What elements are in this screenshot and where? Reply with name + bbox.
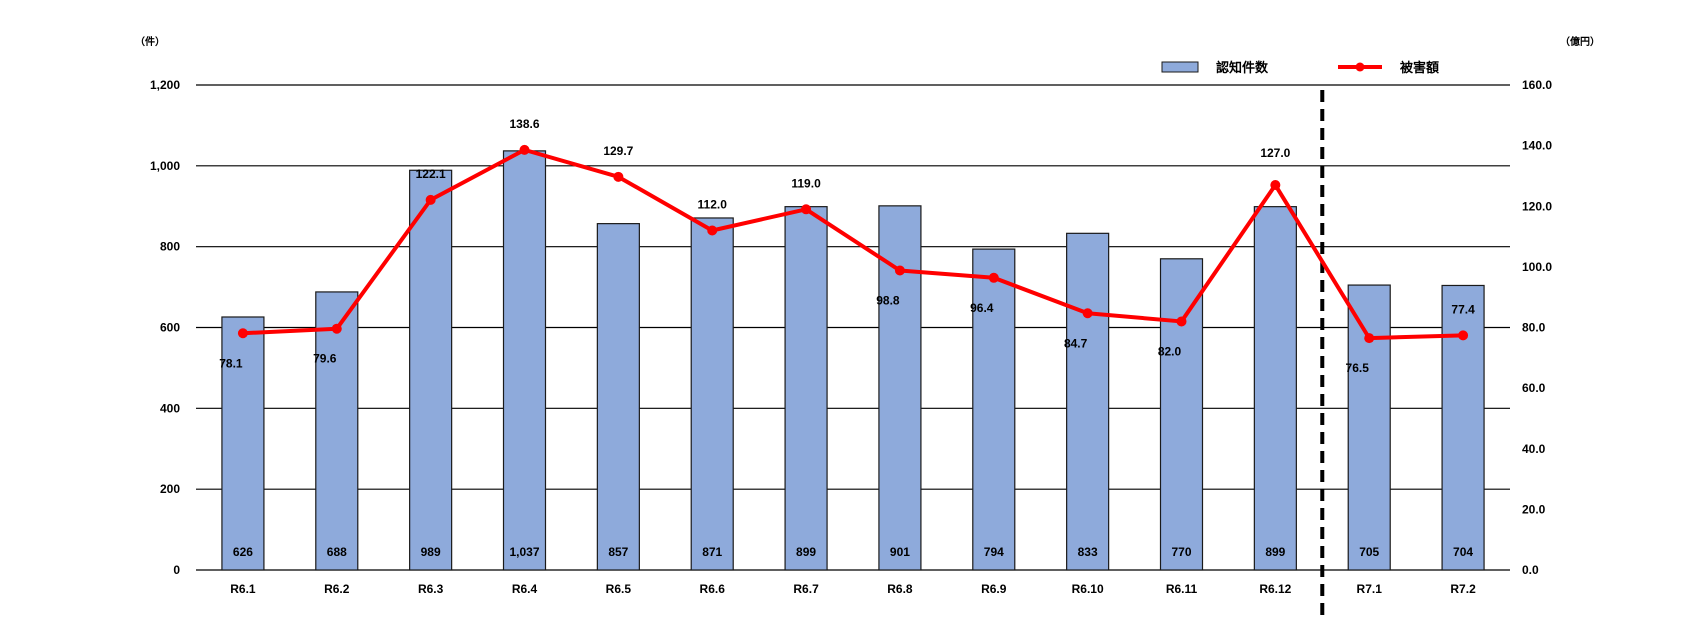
bar-value-label: 1,037 [509,545,539,559]
legend-line-label: 被害額 [1399,60,1439,75]
right-axis-tick-label: 40.0 [1522,442,1546,456]
line-point [1270,180,1281,191]
line-value-label: 76.5 [1346,361,1370,375]
legend-bar-swatch [1161,61,1199,73]
left-axis-tick-label: 800 [160,240,180,254]
bar [1159,258,1204,571]
right-axis-tick-label: 0.0 [1522,563,1539,577]
bar-series-認知件数: 626 688 989 1,037 857 871 899 901 794 833 770 899 70… [221,150,1485,571]
left-axis-tick-label: 400 [160,401,180,415]
line-value-label: 84.7 [1064,336,1088,350]
legend: 認知件数 被害額 [1161,60,1439,75]
gridlines [196,84,1510,571]
right-axis-tick-label: 60.0 [1522,381,1546,395]
bar [1066,232,1110,571]
left-axis-tick-label: 1,200 [150,78,180,92]
right-axis-tick-label: 140.0 [1522,139,1552,153]
line-point [1176,316,1187,327]
bar-value-label: 833 [1078,545,1098,559]
x-axis-tick-label: R6.10 [1072,582,1104,596]
bar [1347,284,1391,571]
line-value-label: 82.0 [1158,344,1182,358]
line-point [1458,330,1469,341]
line-point [707,225,718,236]
x-axis-tick-label: R6.6 [700,582,726,596]
bar-value-label: 794 [984,545,1004,559]
legend-line-marker [1355,62,1365,72]
bar-value-label: 899 [1265,545,1285,559]
line-value-label: 112.0 [698,198,728,212]
line-point [613,171,624,182]
bar [1441,284,1485,571]
bar-value-label: 704 [1453,545,1473,559]
x-axis-tick-label: R6.7 [793,582,819,596]
bar [221,316,265,571]
x-axis-tick-label: R6.2 [324,582,350,596]
line-point [1364,333,1375,344]
line-point [988,272,999,283]
line-value-label: 98.8 [876,294,900,308]
right-axis-tick-label: 80.0 [1522,321,1546,335]
bar [596,223,640,571]
line-point [1082,308,1093,319]
line-value-label: 77.4 [1451,302,1475,316]
right-axis-tick-label: 160.0 [1522,78,1552,92]
left-axis-tick-label: 1,000 [150,159,180,173]
right-axis-tick-label: 120.0 [1522,199,1552,213]
bar-value-label: 989 [421,545,441,559]
bar [972,248,1016,571]
line-point [425,194,436,205]
bar-value-label: 857 [608,545,628,559]
bar [690,217,734,571]
left-axis-tick-label: 200 [160,482,180,496]
line-value-label: 78.1 [219,356,243,370]
bar-value-label: 899 [796,545,816,559]
line-value-label: 96.4 [970,301,994,315]
left-axis-unit: （件） [135,35,165,48]
x-axis-tick-label: R6.3 [418,582,444,596]
line-path [242,147,1464,341]
right-axis-unit: （億円） [1560,35,1600,48]
bar [502,150,547,571]
line-point [237,328,248,339]
line-value-label: 138.6 [509,117,539,131]
bar [315,291,359,571]
line-value-label: 127.0 [1260,146,1290,160]
right-axis-tick-label: 20.0 [1522,502,1546,516]
line-series-被害額: 78.1 79.6 122.1 138.6 129.7 112.0 119.0 98.8 96.… [219,117,1475,375]
axes: （件） （億円） 0 200 400 600 800 1,000 1,200 0.0 20.0 4… [135,35,1600,596]
bar-value-label: 770 [1171,545,1191,559]
left-axis-tick-label: 0 [173,563,180,577]
x-axis-tick-label: R6.9 [981,582,1007,596]
x-axis-tick-label: R6.4 [512,582,538,596]
bar [409,169,453,571]
line-point [519,144,530,155]
bar [784,206,828,571]
line-point [331,323,342,334]
line-value-label: 129.7 [603,144,633,158]
legend-bar-label: 認知件数 [1216,60,1269,75]
x-axis-tick-label: R6.12 [1259,582,1291,596]
line-value-label: 122.1 [416,167,446,181]
bar-value-label: 626 [233,545,253,559]
bar [1253,206,1297,571]
bar-value-label: 688 [327,545,347,559]
x-axis-tick-label: R6.1 [230,582,256,596]
left-axis-tick-label: 600 [160,321,180,335]
bar-value-label: 871 [702,545,722,559]
line-point [801,204,812,215]
bar-value-label: 901 [890,545,910,559]
line-value-label: 119.0 [791,176,821,190]
x-axis-tick-label: R6.5 [606,582,632,596]
x-axis-tick-label: R7.1 [1357,582,1383,596]
right-axis-tick-label: 100.0 [1522,260,1552,274]
bar-value-label: 705 [1359,545,1379,559]
line-value-label: 79.6 [313,352,337,366]
x-axis-tick-label: R6.11 [1166,582,1198,596]
x-axis-tick-label: R7.2 [1450,582,1476,596]
x-axis-tick-label: R6.8 [887,582,913,596]
line-point [894,265,905,276]
